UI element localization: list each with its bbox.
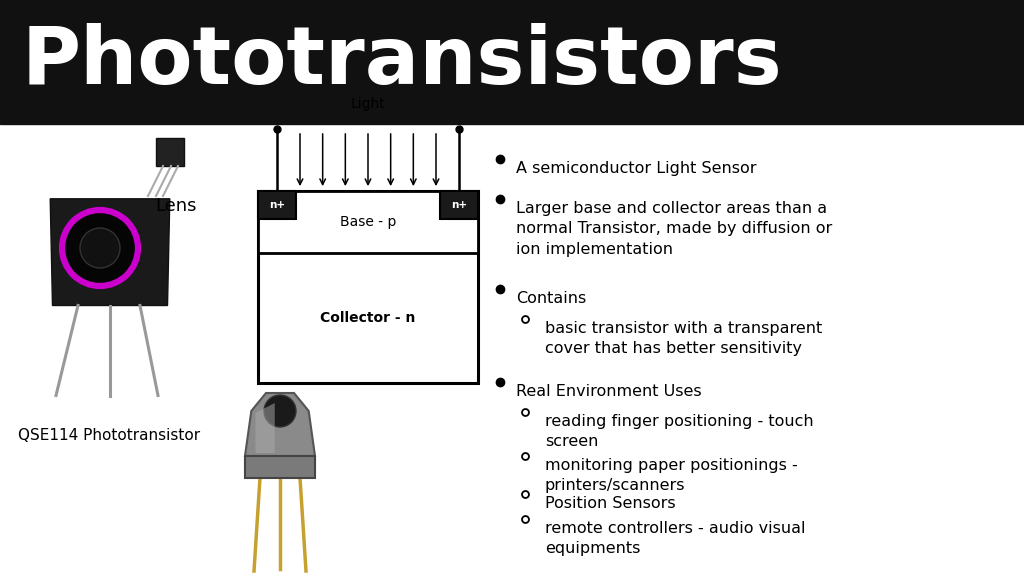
Text: basic transistor with a transparent
cover that has better sensitivity: basic transistor with a transparent cove… xyxy=(545,321,822,357)
Bar xyxy=(245,456,315,478)
Polygon shape xyxy=(245,393,315,456)
Text: Base - p: Base - p xyxy=(340,215,396,229)
Bar xyxy=(0,0,1024,124)
Text: remote controllers - audio visual
equipments: remote controllers - audio visual equipm… xyxy=(545,521,806,556)
Text: Larger base and collector areas than a
normal Transistor, made by diffusion or
i: Larger base and collector areas than a n… xyxy=(516,201,833,257)
Bar xyxy=(258,191,296,219)
Text: Phototransistors: Phototransistors xyxy=(22,23,782,101)
Text: Lens: Lens xyxy=(155,197,197,215)
Text: n+: n+ xyxy=(269,200,285,210)
Bar xyxy=(258,191,478,253)
Circle shape xyxy=(264,395,296,427)
Bar xyxy=(440,191,478,219)
Text: QSE114 Phototransistor: QSE114 Phototransistor xyxy=(18,428,200,443)
Bar xyxy=(258,191,478,383)
Polygon shape xyxy=(256,403,274,453)
Text: A semiconductor Light Sensor: A semiconductor Light Sensor xyxy=(516,161,757,176)
Text: Position Sensors: Position Sensors xyxy=(545,496,676,511)
Text: Collector - n: Collector - n xyxy=(321,311,416,325)
Text: Light: Light xyxy=(350,97,385,111)
Text: reading finger positioning - touch
screen: reading finger positioning - touch scree… xyxy=(545,414,814,449)
Text: Real Environment Uses: Real Environment Uses xyxy=(516,384,701,399)
Text: Contains: Contains xyxy=(516,291,587,306)
Text: monitoring paper positionings -
printers/scanners: monitoring paper positionings - printers… xyxy=(545,458,798,494)
Circle shape xyxy=(80,228,120,268)
Text: n+: n+ xyxy=(451,200,467,210)
Polygon shape xyxy=(156,138,184,166)
Polygon shape xyxy=(50,199,170,305)
Circle shape xyxy=(62,210,138,286)
